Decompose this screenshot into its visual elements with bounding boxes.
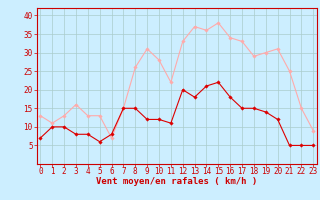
X-axis label: Vent moyen/en rafales ( km/h ): Vent moyen/en rafales ( km/h ) [96, 177, 257, 186]
